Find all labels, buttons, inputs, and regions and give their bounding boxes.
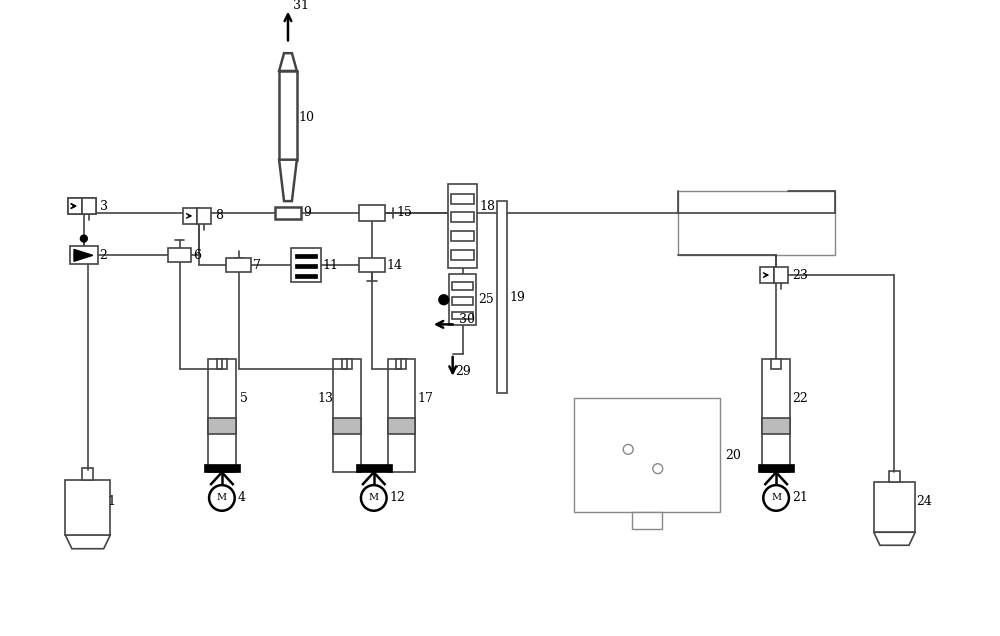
Text: 21: 21 xyxy=(792,492,808,504)
Bar xyxy=(342,359,352,369)
Bar xyxy=(448,184,477,268)
Bar xyxy=(208,418,236,434)
Bar xyxy=(874,482,915,532)
Bar xyxy=(760,267,774,283)
Text: 2: 2 xyxy=(100,249,107,262)
Polygon shape xyxy=(874,532,915,545)
Bar xyxy=(359,205,385,221)
Bar xyxy=(762,359,790,473)
Polygon shape xyxy=(279,53,297,71)
Bar xyxy=(168,249,191,262)
Bar xyxy=(65,480,110,535)
Circle shape xyxy=(80,235,87,242)
Text: M: M xyxy=(217,494,227,502)
Text: 19: 19 xyxy=(510,291,526,304)
Bar xyxy=(388,359,415,473)
Text: 31: 31 xyxy=(293,0,309,12)
Text: 10: 10 xyxy=(299,111,315,124)
Circle shape xyxy=(361,485,387,511)
Text: 17: 17 xyxy=(417,392,433,405)
Bar xyxy=(396,359,406,369)
Bar xyxy=(295,274,317,278)
Text: 11: 11 xyxy=(322,259,338,272)
Text: M: M xyxy=(369,494,379,502)
Polygon shape xyxy=(65,535,110,549)
Text: 6: 6 xyxy=(193,249,201,262)
Bar xyxy=(632,512,662,530)
Bar xyxy=(295,264,317,268)
Text: 12: 12 xyxy=(390,492,405,504)
Bar xyxy=(889,471,900,482)
Text: 14: 14 xyxy=(387,259,403,272)
Text: 5: 5 xyxy=(240,392,248,405)
Text: 23: 23 xyxy=(792,268,808,282)
Bar xyxy=(359,258,385,272)
Text: 13: 13 xyxy=(318,392,334,405)
Bar xyxy=(678,191,835,255)
Bar xyxy=(82,198,96,214)
Text: 4: 4 xyxy=(238,492,246,504)
Text: 24: 24 xyxy=(916,495,932,508)
Polygon shape xyxy=(279,160,297,201)
Bar xyxy=(226,258,251,272)
Bar xyxy=(208,359,236,473)
Circle shape xyxy=(439,295,449,305)
Bar xyxy=(183,208,197,224)
Text: 7: 7 xyxy=(253,259,261,272)
Bar xyxy=(451,250,474,259)
Text: 9: 9 xyxy=(303,207,311,219)
Bar xyxy=(295,254,317,258)
Text: 29: 29 xyxy=(456,365,471,378)
Text: 18: 18 xyxy=(479,200,495,212)
Text: 30: 30 xyxy=(459,313,475,326)
Bar xyxy=(197,208,211,224)
Bar xyxy=(68,198,82,214)
Bar xyxy=(291,249,321,282)
Text: M: M xyxy=(771,494,781,502)
Polygon shape xyxy=(74,249,93,261)
Bar xyxy=(217,359,227,369)
Text: 1: 1 xyxy=(108,495,116,508)
Bar xyxy=(451,194,474,204)
Bar xyxy=(449,274,476,326)
Text: 3: 3 xyxy=(100,200,108,212)
Bar xyxy=(275,207,301,219)
Bar xyxy=(452,282,473,290)
Bar xyxy=(333,359,361,473)
Bar xyxy=(388,418,415,434)
Bar xyxy=(758,464,794,473)
Circle shape xyxy=(763,485,789,511)
Text: 22: 22 xyxy=(792,392,808,405)
Circle shape xyxy=(209,485,235,511)
Bar xyxy=(82,468,93,480)
Text: 8: 8 xyxy=(215,209,223,223)
Bar xyxy=(70,247,98,264)
Bar xyxy=(451,232,474,241)
Text: 25: 25 xyxy=(478,293,494,306)
Bar xyxy=(356,464,392,473)
Bar xyxy=(451,212,474,223)
Bar xyxy=(574,398,720,512)
Bar xyxy=(774,267,788,283)
Text: 15: 15 xyxy=(396,207,412,219)
Bar xyxy=(82,198,96,214)
Bar xyxy=(497,201,507,394)
Bar xyxy=(68,198,82,214)
Bar xyxy=(204,464,240,473)
Text: 20: 20 xyxy=(725,448,741,462)
Bar xyxy=(771,359,781,369)
Bar xyxy=(762,418,790,434)
Bar xyxy=(279,71,297,160)
Bar xyxy=(452,297,473,305)
Bar xyxy=(452,312,473,319)
Bar xyxy=(333,418,361,434)
